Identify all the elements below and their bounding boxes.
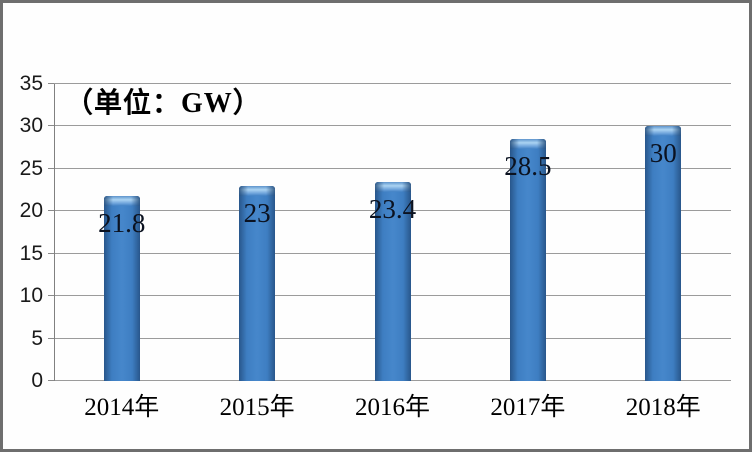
bar-2015年 — [239, 186, 276, 381]
chart-unit-label: （单位：GW） — [65, 88, 262, 119]
bar-top-bevel — [239, 186, 276, 196]
y-axis-tick-label: 20 — [19, 199, 43, 223]
y-axis-tick-label: 25 — [19, 156, 43, 180]
bar-value-label: 23.4 — [368, 194, 417, 224]
bar-value-label: 30 — [649, 138, 677, 168]
bar-2014年 — [103, 196, 140, 381]
y-axis-tick — [48, 380, 54, 381]
y-axis-line — [54, 84, 55, 381]
bar-value-label: 23 — [243, 198, 271, 228]
bar-2018年 — [645, 126, 682, 381]
y-axis-tick-label: 15 — [19, 241, 43, 265]
bar-top-bevel — [374, 182, 411, 192]
x-axis-label: 2018年 — [625, 394, 701, 421]
bar-2016年 — [374, 182, 411, 381]
y-axis-tick — [48, 167, 54, 169]
y-axis-tick-label: 10 — [19, 284, 43, 308]
x-axis-label: 2015年 — [219, 394, 295, 421]
y-axis-tick-label: 5 — [31, 326, 43, 350]
bar-value-label: 21.8 — [98, 208, 146, 238]
y-axis-tick — [48, 83, 54, 84]
y-axis-tick — [48, 252, 54, 254]
bar-top-bevel — [645, 126, 682, 136]
bar-value-label: 28.5 — [504, 151, 552, 181]
y-axis-tick — [48, 295, 54, 297]
plot-area: 0 5 10 15 20 25 30 35 21.8 23 23.4 28.5 30 2014年 201… — [20, 73, 731, 421]
gridline — [54, 167, 731, 169]
bar-top-bevel — [509, 139, 546, 149]
y-axis-tick — [48, 210, 54, 212]
bar-2017年 — [509, 139, 546, 381]
y-axis-tick — [48, 125, 54, 127]
y-axis-tick-label: 0 — [31, 369, 43, 392]
y-axis-tick-label: 30 — [19, 114, 43, 138]
gridline — [54, 83, 731, 84]
gridline — [54, 125, 731, 127]
bar-top-bevel — [103, 196, 140, 206]
x-axis-label: 2014年 — [84, 394, 160, 421]
x-axis-label: 2017年 — [490, 394, 566, 421]
x-axis-label: 2016年 — [354, 394, 430, 421]
y-axis-tick — [48, 337, 54, 339]
y-axis-tick-label: 35 — [19, 72, 43, 95]
